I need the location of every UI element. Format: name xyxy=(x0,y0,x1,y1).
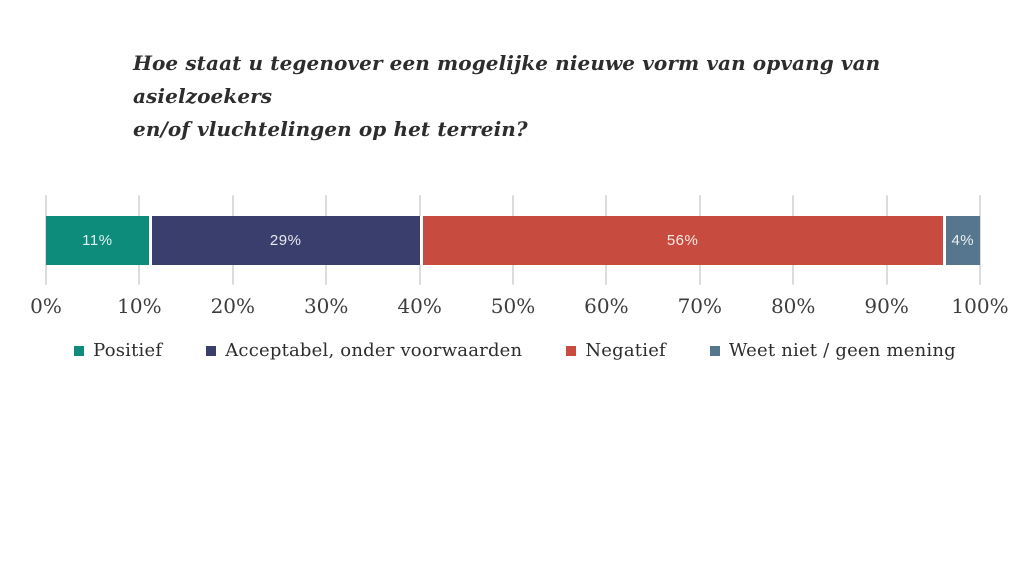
bar-value-label: 4% xyxy=(951,232,975,249)
axis-tick-label: 20% xyxy=(210,294,256,318)
legend-label: Weet niet / geen mening xyxy=(728,340,956,361)
legend: Positief Acceptabel, onder voorwaarden Neg… xyxy=(0,340,1030,361)
axis-tick-label: 0% xyxy=(30,294,62,318)
axis-tick-label: 90% xyxy=(864,294,909,318)
bar-value-label: 11% xyxy=(82,232,113,249)
x-axis: 0% 10% 20% 30% 40% 50% 60% 70% 80% 90% 100% xyxy=(30,294,1008,322)
axis-tick-label: 50% xyxy=(490,294,536,318)
bar-segment: 11% xyxy=(46,216,149,265)
axis-tick-label: 30% xyxy=(303,294,349,318)
legend-label: Acceptabel, onder voorwaarden xyxy=(225,340,523,361)
legend-swatch xyxy=(74,345,85,356)
legend-item: Negatief xyxy=(566,340,666,361)
legend-swatch xyxy=(709,345,720,356)
bar-value-label: 29% xyxy=(269,232,302,249)
legend-label: Positief xyxy=(93,340,163,361)
legend-swatch xyxy=(206,345,217,356)
bar-value-label: 56% xyxy=(666,232,699,249)
bar-segment: 4% xyxy=(942,216,980,265)
axis-tick-label: 70% xyxy=(677,294,723,318)
axis-tick-label: 80% xyxy=(770,294,816,318)
legend-item: Acceptabel, onder voorwaarden xyxy=(206,340,522,361)
gridline xyxy=(979,195,981,285)
axis-tick-label: 60% xyxy=(584,294,629,318)
bar-segment: 56% xyxy=(419,216,943,265)
axis-tick-label: 10% xyxy=(117,294,162,318)
legend-label: Negatief xyxy=(585,340,666,361)
stacked-bar: 11% 29% 56% 4% xyxy=(46,216,980,265)
legend-item: Weet niet / geen mening xyxy=(709,340,956,361)
legend-item: Positief xyxy=(74,340,162,361)
legend-swatch xyxy=(566,345,577,356)
chart-title-line-1: Hoe staat u tegenover een mogelijke nieu… xyxy=(133,51,881,108)
bar-segment: 29% xyxy=(148,216,420,265)
chart-title: Hoe staat u tegenover een mogelijke nieu… xyxy=(133,47,913,146)
axis-tick-label: 40% xyxy=(397,294,442,318)
chart-title-line-2: en/of vluchtelingen op het terrein? xyxy=(133,117,528,141)
axis-tick-label: 100% xyxy=(951,294,1009,318)
